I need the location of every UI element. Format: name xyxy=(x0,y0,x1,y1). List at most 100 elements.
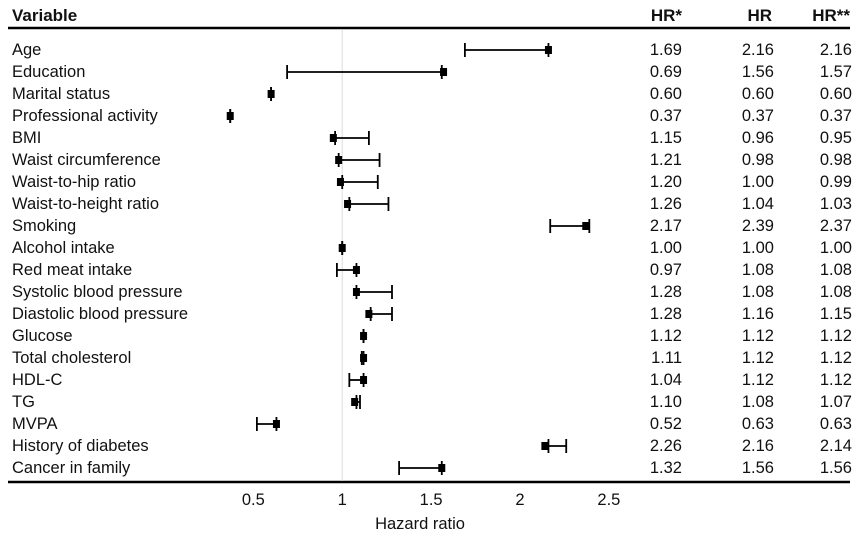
row-label: Marital status xyxy=(12,85,111,103)
cell-hr: 2.16 xyxy=(741,41,774,59)
point-marker xyxy=(365,310,373,318)
row-label: History of diabetes xyxy=(12,437,149,455)
row-label: HDL-C xyxy=(12,371,63,389)
row-label: Waist-to-hip ratio xyxy=(12,173,137,191)
cell-hr-star: 1.21 xyxy=(649,151,682,169)
cell-hr: 0.37 xyxy=(741,107,774,125)
row-label: BMI xyxy=(12,129,42,147)
cell-hr-2star: 1.56 xyxy=(819,459,852,477)
cell-hr-2star: 1.57 xyxy=(819,63,852,81)
row-label: Waist circumference xyxy=(12,151,161,169)
row-label: Professional activity xyxy=(12,107,158,125)
point-marker xyxy=(360,354,368,362)
cell-hr: 0.63 xyxy=(741,415,774,433)
row-label: TG xyxy=(12,393,35,411)
cell-hr-2star: 0.37 xyxy=(819,107,852,125)
x-tick-label: 2 xyxy=(515,491,525,509)
point-marker xyxy=(338,244,346,252)
cell-hr-star: 1.28 xyxy=(649,283,682,301)
cell-hr-star: 0.52 xyxy=(649,415,682,433)
cell-hr: 1.08 xyxy=(741,261,774,279)
row-label: Age xyxy=(12,41,42,59)
header-hr: HR xyxy=(747,6,772,25)
cell-hr-star: 0.69 xyxy=(649,63,682,81)
row-label: Glucose xyxy=(12,327,73,345)
point-marker xyxy=(272,420,280,428)
point-marker xyxy=(440,68,448,76)
row-label: Smoking xyxy=(12,217,77,235)
row-label: Total cholesterol xyxy=(12,349,132,367)
cell-hr: 1.56 xyxy=(741,459,774,477)
point-marker xyxy=(336,178,344,186)
row-label: Waist-to-height ratio xyxy=(12,195,160,213)
cell-hr: 1.08 xyxy=(741,283,774,301)
point-marker xyxy=(226,112,234,120)
cell-hr-2star: 1.03 xyxy=(819,195,852,213)
x-tick-label: 0.5 xyxy=(241,491,265,509)
cell-hr-star: 1.28 xyxy=(649,305,682,323)
row-label: Cancer in family xyxy=(12,459,131,477)
cell-hr-2star: 0.99 xyxy=(819,173,852,191)
point-marker xyxy=(541,442,549,450)
cell-hr: 0.98 xyxy=(741,151,774,169)
row-label: Education xyxy=(12,63,86,81)
cell-hr-2star: 1.07 xyxy=(819,393,852,411)
cell-hr-2star: 1.00 xyxy=(819,239,852,257)
point-marker xyxy=(352,266,360,274)
x-tick-label: 1.5 xyxy=(419,491,443,509)
cell-hr: 1.12 xyxy=(741,371,774,389)
cell-hr-star: 1.69 xyxy=(649,41,682,59)
cell-hr-2star: 1.08 xyxy=(819,261,852,279)
cell-hr-2star: 0.60 xyxy=(819,85,852,103)
cell-hr-2star: 1.12 xyxy=(819,327,852,345)
x-axis-label: Hazard ratio xyxy=(375,515,465,533)
cell-hr-star: 1.11 xyxy=(651,349,682,367)
cell-hr: 0.96 xyxy=(741,129,774,147)
point-marker xyxy=(351,398,359,406)
point-marker xyxy=(438,464,446,472)
x-tick-label: 1 xyxy=(337,491,347,509)
cell-hr: 1.56 xyxy=(741,63,774,81)
cell-hr-star: 1.20 xyxy=(649,173,682,191)
point-marker xyxy=(352,288,360,296)
cell-hr: 0.60 xyxy=(741,85,774,103)
cell-hr-star: 1.32 xyxy=(649,459,682,477)
cell-hr: 1.00 xyxy=(741,239,774,257)
cell-hr: 2.39 xyxy=(741,217,774,235)
cell-hr-star: 1.10 xyxy=(649,393,682,411)
point-marker xyxy=(360,332,368,340)
cell-hr-star: 0.60 xyxy=(649,85,682,103)
cell-hr-star: 1.26 xyxy=(649,195,682,213)
cell-hr: 1.16 xyxy=(741,305,774,323)
point-marker xyxy=(360,376,368,384)
point-marker xyxy=(544,46,552,54)
cell-hr-2star: 0.63 xyxy=(819,415,852,433)
point-marker xyxy=(344,200,352,208)
cell-hr-2star: 1.12 xyxy=(819,349,852,367)
row-label: MVPA xyxy=(12,415,58,433)
cell-hr: 1.00 xyxy=(741,173,774,191)
x-tick-label: 2.5 xyxy=(597,491,621,509)
cell-hr-2star: 0.98 xyxy=(819,151,852,169)
point-marker xyxy=(335,156,343,164)
cell-hr-2star: 2.37 xyxy=(819,217,852,235)
cell-hr-star: 0.37 xyxy=(649,107,682,125)
cell-hr-2star: 1.08 xyxy=(819,283,852,301)
cell-hr-star: 2.17 xyxy=(649,217,682,235)
point-marker xyxy=(582,222,590,230)
cell-hr-star: 1.04 xyxy=(649,371,682,389)
cell-hr: 1.12 xyxy=(741,327,774,345)
cell-hr-2star: 2.16 xyxy=(819,41,852,59)
point-marker xyxy=(267,90,275,98)
cell-hr-2star: 0.95 xyxy=(819,129,852,147)
cell-hr-2star: 1.12 xyxy=(819,371,852,389)
cell-hr-2star: 1.15 xyxy=(819,305,852,323)
cell-hr-star: 1.12 xyxy=(649,327,682,345)
cell-hr-2star: 2.14 xyxy=(819,437,852,455)
header-variable: Variable xyxy=(12,6,78,25)
row-label: Systolic blood pressure xyxy=(12,283,183,301)
cell-hr: 2.16 xyxy=(741,437,774,455)
point-marker xyxy=(329,134,337,142)
cell-hr-star: 1.15 xyxy=(649,129,682,147)
